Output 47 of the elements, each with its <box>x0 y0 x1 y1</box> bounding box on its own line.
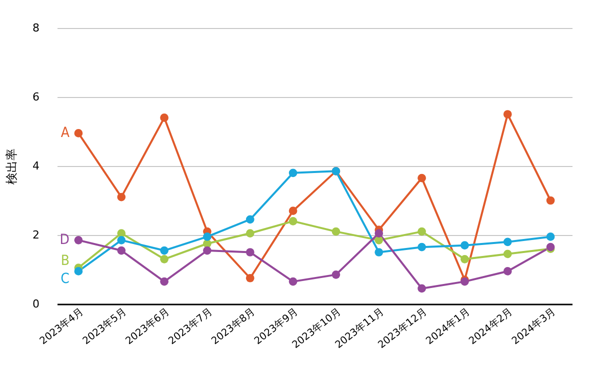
point <box>332 270 340 279</box>
point <box>74 267 83 276</box>
point <box>288 217 298 226</box>
point <box>288 206 298 216</box>
point <box>246 215 254 224</box>
point <box>117 246 126 255</box>
point <box>117 229 126 238</box>
y-tick-label: 6 <box>32 90 40 104</box>
point <box>288 277 298 286</box>
point <box>246 274 254 282</box>
y-tick-label: 8 <box>32 22 40 34</box>
series-label: A <box>60 125 70 142</box>
point <box>503 250 512 258</box>
point <box>160 114 168 122</box>
point <box>160 246 168 255</box>
point <box>160 254 168 264</box>
point <box>418 284 426 293</box>
point <box>288 168 298 178</box>
point <box>74 129 83 138</box>
series-label: B <box>60 252 70 269</box>
point <box>74 236 83 244</box>
point <box>503 267 512 276</box>
series-label: D <box>60 232 70 248</box>
point <box>546 232 555 241</box>
point <box>203 232 212 241</box>
point <box>546 196 555 205</box>
point <box>503 238 512 246</box>
point <box>374 248 384 256</box>
point <box>460 241 469 250</box>
point <box>117 192 126 202</box>
point <box>117 236 126 244</box>
point <box>246 248 254 256</box>
y-tick-label: 4 <box>32 160 40 172</box>
point <box>332 227 340 236</box>
point <box>374 229 384 238</box>
y-axis-title: 検出率 <box>4 148 18 184</box>
point <box>246 229 254 238</box>
point <box>203 246 212 255</box>
point <box>418 242 426 252</box>
point <box>418 227 426 236</box>
y-tick-label: 2 <box>32 228 40 242</box>
point <box>160 277 168 286</box>
point <box>503 110 512 118</box>
y-tick-label: 0 <box>32 298 40 310</box>
series-label: C <box>60 271 70 288</box>
point <box>460 254 469 264</box>
point <box>418 174 426 182</box>
